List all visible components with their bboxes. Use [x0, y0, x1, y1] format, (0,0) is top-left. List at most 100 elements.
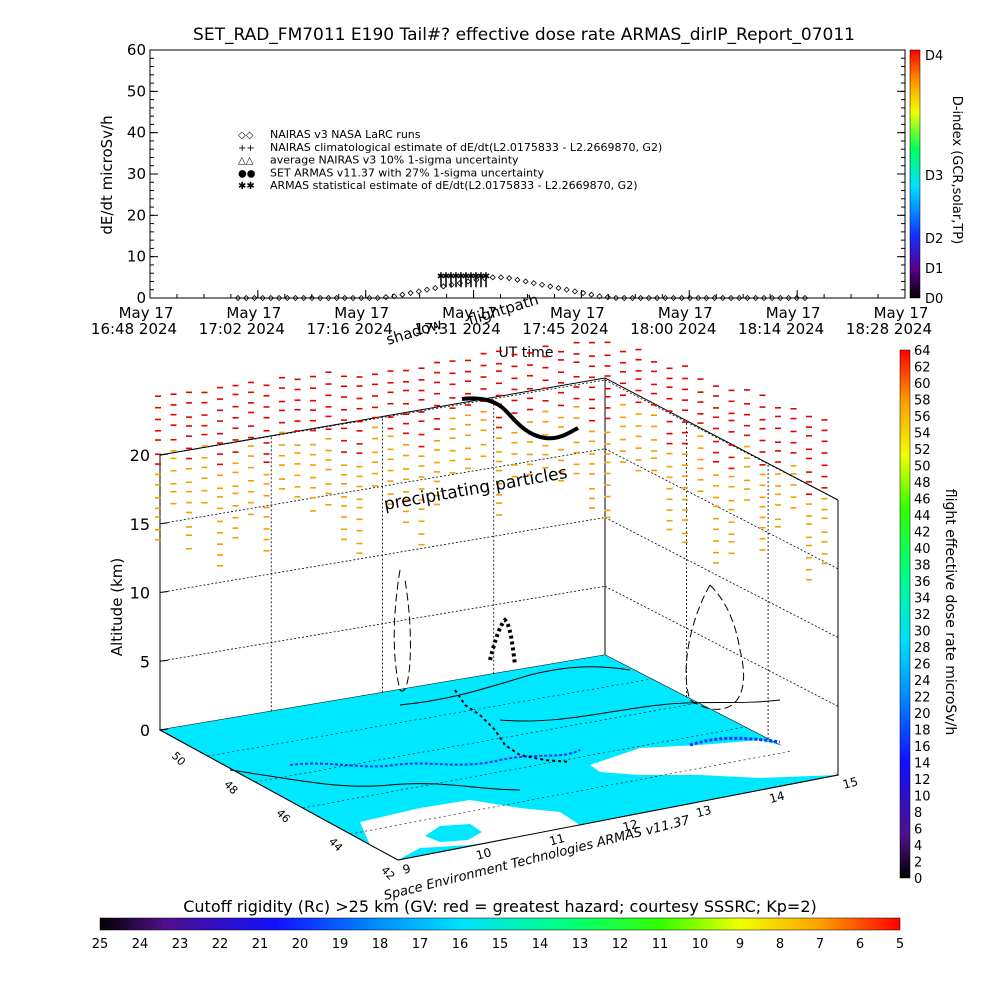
armas-asterisk-mark: ✱: [447, 271, 455, 282]
nairas-diamond-mark: [333, 294, 340, 302]
d-index-tick-label: D1: [925, 262, 943, 277]
cutoff-tick-label: 5: [896, 937, 904, 952]
armas-asterisk-mark: ✱: [477, 271, 485, 282]
ocean-region: [160, 655, 838, 860]
nairas-diamond-mark: [374, 294, 381, 302]
dose-rate-tick-label: 60: [914, 377, 931, 392]
dose-rate-tick-label: 26: [914, 658, 931, 673]
side-wall-gridline: [604, 517, 839, 638]
d-index-colorbar: [909, 49, 921, 299]
nairas-diamond-mark: [703, 294, 710, 302]
cutoff-tick-label: 14: [532, 937, 549, 952]
longitude-tick-label: 11: [548, 831, 566, 848]
nairas-diamond-mark: [481, 275, 488, 282]
nairas-diamond-mark: [448, 281, 455, 288]
top-x-tick-label-line2: 18:14 2024: [738, 320, 824, 338]
longitude-axis: 9 10 11 12 13 14 15: [401, 774, 859, 876]
cutoff-rigidity-title: Cutoff rigidity (Rc) >25 km (GV: red = g…: [183, 897, 817, 916]
dose-rate-tick-label: 6: [914, 823, 922, 838]
nairas-diamond-mark: [801, 294, 809, 302]
nairas-diamond-mark: [251, 294, 258, 302]
d-index-tick-label: D3: [925, 169, 943, 184]
top-x-tick-label-line1: May 17: [334, 304, 389, 322]
dose-rate-tick-label: 46: [914, 493, 931, 508]
nairas-diamond-mark: [744, 294, 751, 302]
nairas-diamond-mark: [612, 294, 620, 302]
cutoff-tick-label: 7: [816, 937, 824, 952]
dose-rate-tick-label: 48: [914, 476, 931, 491]
land-region-east: [590, 740, 838, 778]
dose-rate-tick-label: 52: [914, 443, 931, 458]
longitude-tick-label: 14: [768, 789, 786, 806]
d-index-tick-label: D0: [925, 292, 943, 307]
nairas-diamond-mark: [637, 294, 644, 302]
chart-title: SET_RAD_FM7011 E190 Tail#? effective dos…: [193, 25, 855, 45]
altitude-tick-label: 10: [130, 584, 150, 603]
back-wall-gridline: [159, 379, 606, 456]
armas-asterisk-mark: ✱: [442, 271, 450, 282]
armas-asterisk-mark: ✱: [437, 271, 445, 282]
dose-rate-tick-label: 58: [914, 394, 931, 409]
armas-asterisk-mark: ✱: [472, 271, 480, 282]
nairas-diamond-mark: [489, 274, 496, 281]
dose-rate-tick-label: 16: [914, 740, 931, 755]
latitude-tick-label: 46: [274, 807, 293, 826]
nairas-diamond-mark: [538, 281, 546, 288]
particle-marks: [155, 341, 828, 581]
nairas-diamond-mark: [497, 274, 505, 281]
top-x-tick-label-line2: 18:28 2024: [846, 320, 932, 338]
nairas-diamond-mark: [670, 294, 677, 302]
top-x-tick-label-line1: May 17: [874, 304, 929, 322]
nairas-diamond-mark: [440, 283, 447, 290]
latitude-tick-label: 48: [221, 778, 240, 797]
dose-rate-tick-label: 8: [914, 806, 922, 821]
altitude-tick-label: 15: [130, 515, 150, 534]
longitude-tick-label: 9: [401, 861, 412, 877]
dose-rate-tick-label: 50: [914, 460, 931, 475]
nairas-diamond-mark: [300, 294, 307, 302]
d-index-ticks: D0 D1 D2 D3 D4: [925, 49, 943, 307]
cutoff-tick-label: 6: [856, 937, 864, 952]
top-y-tick-label: 50: [127, 82, 146, 100]
projection-right-wall: [685, 584, 745, 710]
cutoff-tick-label: 19: [332, 937, 349, 952]
nairas-diamond-mark: [654, 294, 661, 302]
nairas-diamond-mark: [769, 294, 776, 302]
nairas-diamond-mark: [621, 294, 628, 302]
dose-rate-tick-label: 54: [914, 427, 931, 442]
latitude-tick-label: 42: [378, 864, 397, 883]
nairas-diamond-mark: [678, 294, 685, 302]
cutoff-tick-label: 17: [412, 937, 429, 952]
nairas-diamond-mark: [514, 276, 521, 283]
top-x-tick-label-line1: May 17: [658, 304, 713, 322]
cutoff-tick-label: 23: [172, 937, 189, 952]
top-data-marks: ✱✱✱✱✱✱✱✱✱✱: [234, 271, 809, 302]
nairas-diamond-mark: [686, 294, 694, 302]
shadow-path: [454, 689, 571, 763]
top-x-tick-label-line1: May 17: [119, 304, 174, 322]
top-x-tick-label-line2: 17:45 2024: [522, 320, 608, 338]
top-y-tick-label: 40: [127, 124, 146, 142]
nairas-diamond-mark: [506, 275, 513, 282]
box-front-edges: [159, 729, 839, 861]
top-y-tick-label: 60: [127, 41, 146, 59]
map-floor: [160, 655, 838, 860]
dose-rate-tick-label: 38: [914, 559, 931, 574]
dose-rate-tick-label: 44: [914, 509, 931, 524]
top-x-tick-label-line2: 17:16 2024: [307, 320, 393, 338]
armas-asterisk-mark: ✱: [457, 271, 465, 282]
altitude-tick: [159, 591, 169, 593]
top-y-tick-label: 0: [136, 289, 146, 307]
top-y-tick-label: 30: [127, 165, 146, 183]
contour-line-1: [229, 769, 521, 791]
dose-rate-tick-label: 22: [914, 691, 931, 706]
armas-asterisk-mark: ✱: [482, 271, 490, 282]
nairas-diamond-mark: [349, 294, 357, 302]
nairas-diamond-mark: [391, 293, 398, 300]
nairas-diamond-mark: [629, 294, 636, 302]
nairas-diamond-mark: [580, 289, 587, 297]
latitude-tick-label: 44: [326, 835, 345, 854]
